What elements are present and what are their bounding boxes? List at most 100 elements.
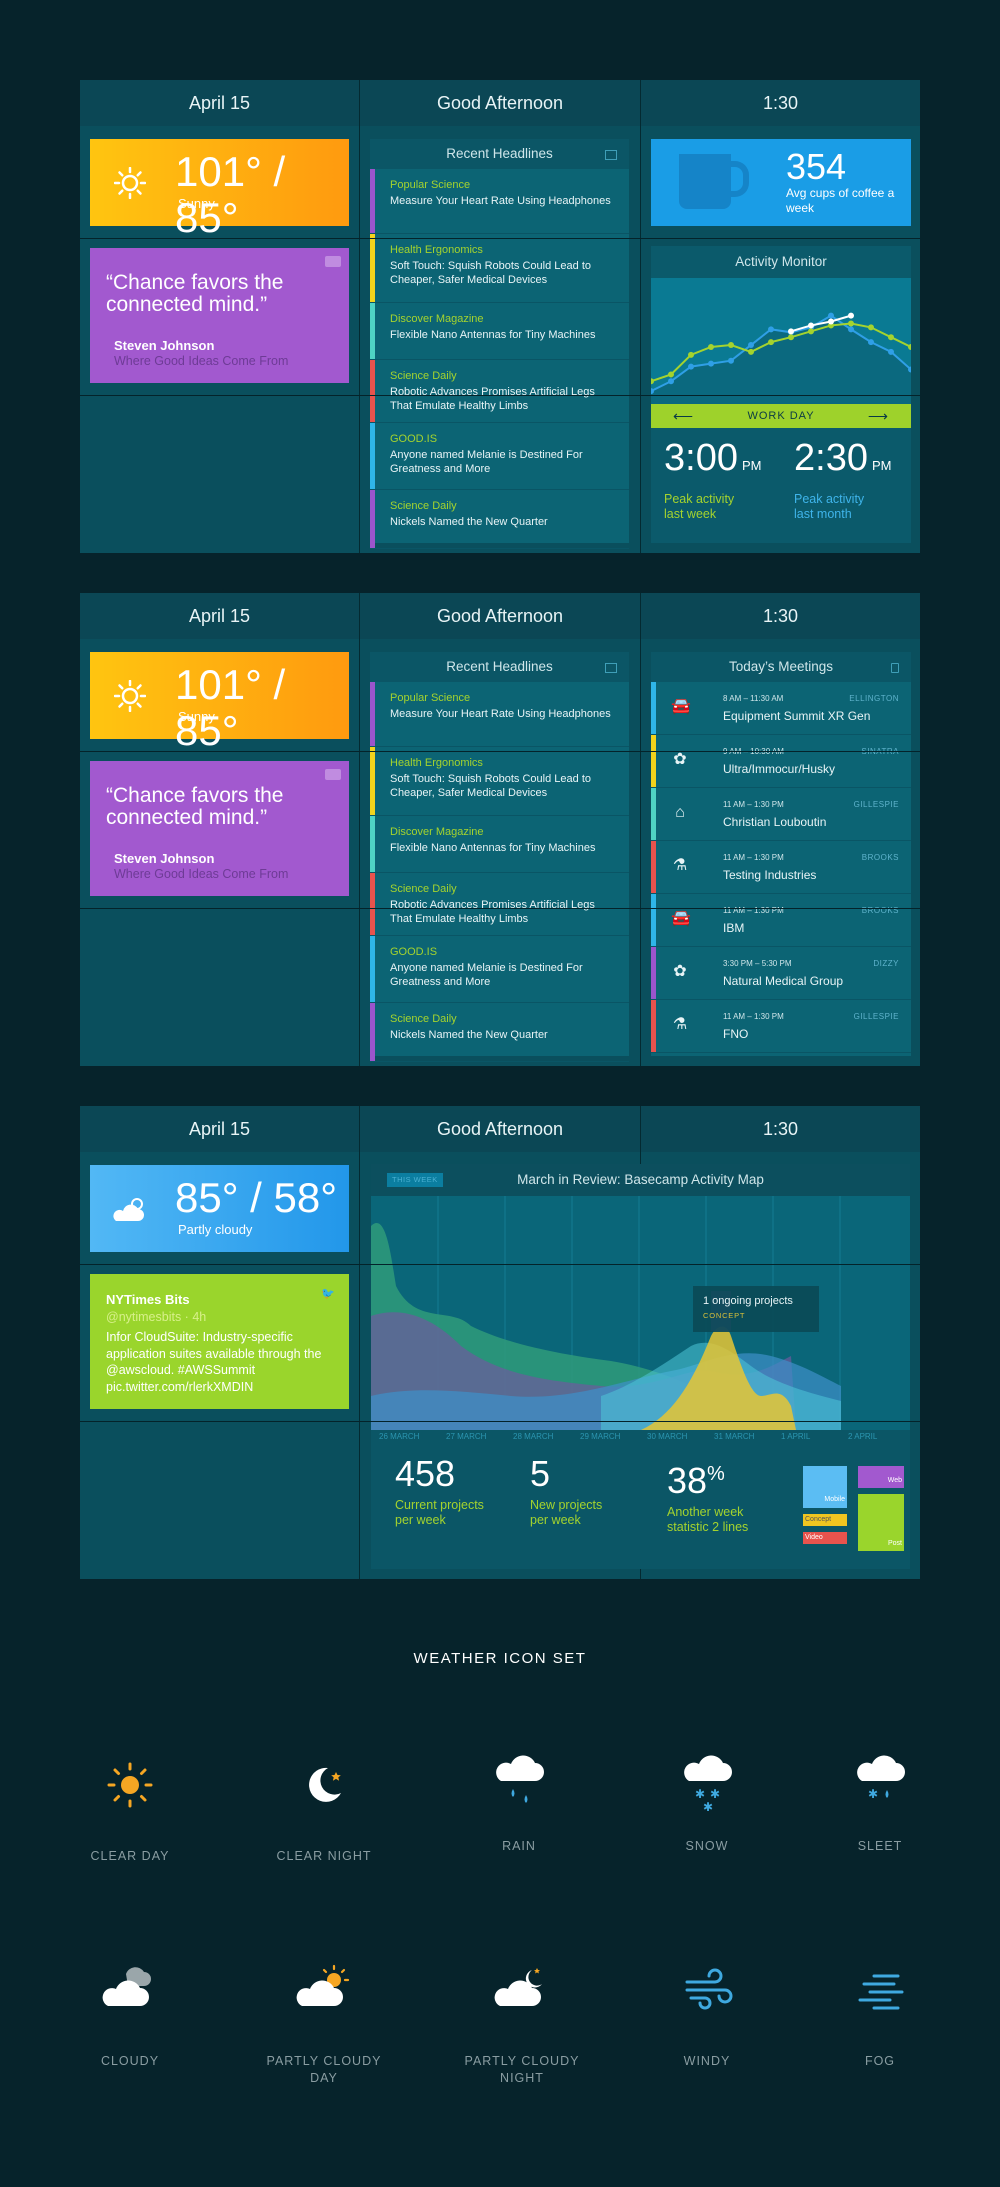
time-header: 1:30 <box>641 80 920 126</box>
headline-source: Science Daily <box>390 500 457 512</box>
blue-series-point[interactable] <box>848 326 854 333</box>
headline-title: Nickels Named the New Quarter <box>390 1029 548 1041</box>
headline-item[interactable]: GOOD.IS Anyone named Melanie is Destined … <box>370 936 629 1003</box>
snow-icon: ✱ ✱✱ <box>684 1755 732 1814</box>
partly-cloudy-day-icon <box>296 1964 350 2006</box>
news-icon[interactable] <box>605 663 617 673</box>
headline-item[interactable]: Science Daily Nickels Named the New Quart… <box>370 1003 629 1062</box>
weather-condition: Sunny <box>178 196 215 211</box>
blue-series-point[interactable] <box>728 357 734 364</box>
icon-label: FOG <box>864 2054 896 2068</box>
blue-series-point[interactable] <box>688 363 694 370</box>
arrow-right-icon[interactable]: ⟶ <box>867 408 889 424</box>
tile-concept[interactable]: Concept <box>803 1514 847 1526</box>
green-series-point[interactable] <box>788 334 794 341</box>
headline-item[interactable]: Discover Magazine Flexible Nano Antennas … <box>370 303 629 360</box>
column-middle: Good Afternoon <box>360 1106 640 1579</box>
headline-item[interactable]: Popular Science Measure Your Heart Rate U… <box>370 682 629 747</box>
tile-post[interactable]: Post <box>858 1494 904 1551</box>
category-color-bar <box>370 682 375 746</box>
headline-item[interactable]: Health Ergonomics Soft Touch: Squish Robo… <box>370 747 629 816</box>
trash-icon[interactable] <box>891 663 899 673</box>
twitter-icon[interactable]: 🐦 <box>321 1288 335 1300</box>
meeting-item[interactable]: 🚘 11 AM – 1:30 PM BROOKS IBM <box>651 894 911 947</box>
headline-item[interactable]: Science Daily Robotic Advances Promises A… <box>370 873 629 936</box>
headline-item[interactable]: Popular Science Measure Your Heart Rate U… <box>370 169 629 234</box>
quote-card[interactable]: “Chance favors the connected mind.” Stev… <box>90 761 349 896</box>
tile-video[interactable]: Video <box>803 1532 847 1544</box>
meeting-item[interactable]: 🚘 8 AM – 11:30 AM ELLINGTON Equipment Summi… <box>651 682 911 735</box>
meeting-item[interactable]: ✿9 AM – 10:30 AMSINATRAUltra/Immocur/Hus… <box>651 735 911 788</box>
meeting-item[interactable]: ⚗ 11 AM – 1:30 PM GILLESPIE FNO <box>651 1000 911 1053</box>
weather-card[interactable]: 85° / 58° Partly cloudy <box>90 1165 349 1252</box>
white-series-point[interactable] <box>788 328 794 335</box>
green-series-point[interactable] <box>688 351 694 358</box>
headlines-panel: Recent Headlines Popular Science Measure … <box>370 652 629 1062</box>
headline-item[interactable]: Science Daily Nickels Named the New Quart… <box>370 490 629 549</box>
headline-title: Anyone named Melanie is Destined For Gre… <box>390 449 583 475</box>
white-series-point[interactable] <box>808 322 814 329</box>
meeting-room: GILLESPIE <box>853 800 899 809</box>
green-series-point[interactable] <box>668 371 674 378</box>
quote-card[interactable]: “Chance favors the connected mind.” Stev… <box>90 248 349 383</box>
green-series-point[interactable] <box>808 328 814 335</box>
icon-cloudy: CLOUDY <box>60 1960 200 2070</box>
tile-mobile[interactable]: Mobile <box>803 1466 847 1508</box>
column-middle: Good Afternoon Recent Headlines Popular … <box>360 593 640 1066</box>
white-series-point[interactable] <box>828 318 834 325</box>
headline-list: Popular Science Measure Your Heart Rate U… <box>370 682 629 1062</box>
blue-series-point[interactable] <box>708 360 714 367</box>
meeting-room: DIZZY <box>873 959 899 968</box>
green-series-point[interactable] <box>868 324 874 331</box>
blue-series-point[interactable] <box>768 326 774 333</box>
blue-series-point[interactable] <box>888 348 894 355</box>
icon-windy: WINDY <box>637 1960 777 2070</box>
rain-icon <box>496 1755 544 1803</box>
blue-series-point[interactable] <box>828 312 834 319</box>
green-series-point[interactable] <box>728 342 734 349</box>
arrow-left-icon[interactable]: ⟵ <box>673 408 695 424</box>
headline-item[interactable]: Discover Magazine Flexible Nano Antennas … <box>370 816 629 873</box>
this-week-badge[interactable]: THIS WEEK <box>387 1173 443 1187</box>
work-day-nav: ⟵ WORK DAY ⟶ <box>651 404 911 428</box>
green-series-point[interactable] <box>648 378 654 385</box>
blue-series-point[interactable] <box>748 342 754 349</box>
green-series-point[interactable] <box>848 320 854 327</box>
meeting-item[interactable]: ✿ 3:30 PM – 5:30 PM DIZZY Natural Medical G… <box>651 947 911 1000</box>
green-series-point[interactable] <box>748 348 754 355</box>
peak-week: 3:00 PM Peak activity last week <box>664 436 761 522</box>
stat-value: 458 <box>395 1453 456 1494</box>
green-series-point[interactable] <box>768 339 774 346</box>
headline-item[interactable]: Health Ergonomics Soft Touch: Squish Robo… <box>370 234 629 303</box>
green-series-point[interactable] <box>708 344 714 350</box>
icon-label: SLEET <box>857 1839 903 1853</box>
tile-web[interactable]: Web <box>858 1466 904 1488</box>
stat-current-projects: 458 Current projects per week <box>395 1454 500 1528</box>
blue-series-point[interactable] <box>668 378 674 385</box>
meeting-name: Christian Louboutin <box>723 815 827 829</box>
tweet-card[interactable]: 🐦 NYTimes Bits @nytimesbits · 4h Infor C… <box>90 1274 349 1409</box>
weather-card[interactable]: 101° / 85° Sunny <box>90 139 349 241</box>
column-right: 1:30 Today’s Meetings 🚘 8 AM – 11:30 AM EL… <box>641 593 920 1066</box>
car-icon: 🚘 <box>671 910 691 927</box>
meeting-color-bar <box>651 682 656 734</box>
headline-item[interactable]: GOOD.IS Anyone named Melanie is Destined … <box>370 423 629 490</box>
coffee-card[interactable]: 354 Avg cups of coffee a week <box>651 139 911 226</box>
news-icon[interactable] <box>605 150 617 160</box>
stat-another-week: 38% Another week statistic 2 lines <box>667 1454 767 1535</box>
weather-card[interactable]: 101° / 85° Sunny <box>90 652 349 754</box>
svg-text:✱: ✱ <box>695 1787 705 1801</box>
sun-icon <box>114 680 146 712</box>
tweet-text: Infor CloudSuite: Industry-specific appl… <box>106 1330 322 1394</box>
meeting-item[interactable]: ⌂ 11 AM – 1:30 PM GILLESPIE Christian Loubo… <box>651 788 911 841</box>
svg-text:✱: ✱ <box>868 1787 878 1801</box>
headline-item[interactable]: Science Daily Robotic Advances Promises A… <box>370 360 629 423</box>
headline-source: Popular Science <box>390 692 471 704</box>
blue-series-point[interactable] <box>868 339 874 346</box>
category-color-bar <box>370 169 375 233</box>
green-series-point[interactable] <box>888 334 894 341</box>
meeting-item[interactable]: ⚗ 11 AM – 1:30 PM BROOKS Testing Industries <box>651 841 911 894</box>
white-series-point[interactable] <box>848 312 854 319</box>
flask-icon: ⚗ <box>672 857 688 874</box>
meeting-color-bar <box>651 735 656 787</box>
